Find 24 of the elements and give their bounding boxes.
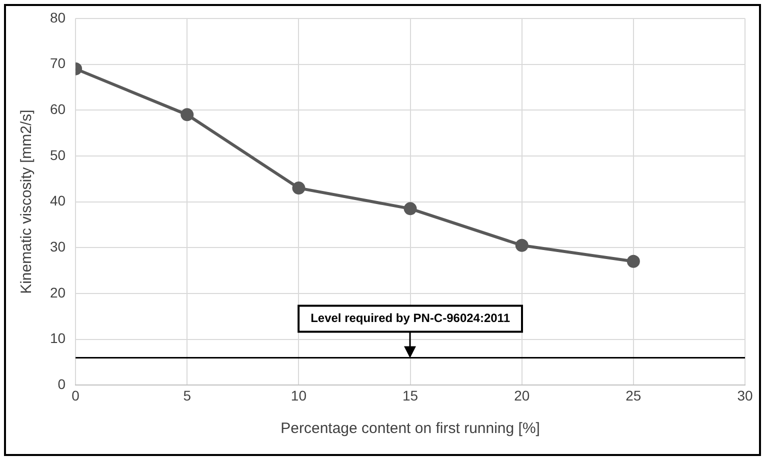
x-tick-label: 30	[737, 387, 753, 404]
point	[180, 108, 194, 122]
y-tick-label: 20	[50, 284, 66, 300]
y-tick-label: 70	[50, 55, 66, 72]
x-tick-label: 25	[626, 387, 642, 404]
x-tick-label: 0	[72, 387, 80, 404]
point	[292, 182, 306, 195]
x-tick-label: 10	[290, 387, 307, 404]
x-tick-label: 20	[514, 387, 530, 404]
y-tick-label: 80	[50, 9, 66, 26]
y-axis-title: Kinematic viscosity [mm2/s]	[18, 110, 36, 294]
y-tick-label: 10	[50, 330, 66, 346]
point	[626, 254, 640, 268]
point	[404, 202, 417, 216]
x-axis-title: Percentage content on first running [%]	[280, 420, 540, 438]
point	[515, 238, 528, 252]
y-tick-label: 30	[50, 238, 66, 255]
x-tick-label: 15	[402, 387, 418, 404]
y-tick-label: 0	[58, 376, 66, 392]
annotation: Level required by PN-C-96024:2011	[310, 311, 510, 326]
y-tick-label: 60	[50, 100, 66, 117]
x-tick-label: 5	[183, 387, 192, 404]
y-tick-label: 50	[50, 146, 66, 163]
y-tick-label: 40	[50, 192, 66, 209]
